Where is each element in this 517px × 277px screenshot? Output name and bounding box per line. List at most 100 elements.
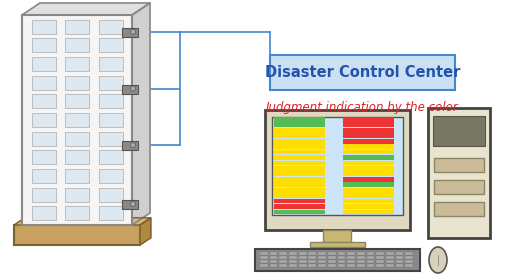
Text: Disaster Control Center: Disaster Control Center: [265, 65, 460, 80]
Bar: [274, 128, 325, 133]
Bar: [65, 188, 89, 202]
Bar: [343, 204, 394, 209]
Bar: [299, 264, 307, 267]
Bar: [318, 260, 326, 263]
Bar: [428, 108, 490, 238]
Bar: [343, 210, 394, 214]
Bar: [323, 230, 351, 242]
Bar: [274, 177, 325, 182]
Bar: [270, 55, 455, 90]
Bar: [343, 182, 394, 187]
Bar: [376, 252, 384, 255]
Polygon shape: [132, 3, 150, 225]
Bar: [274, 188, 325, 193]
Bar: [274, 122, 325, 127]
Bar: [274, 155, 325, 160]
Polygon shape: [22, 3, 150, 15]
Bar: [99, 57, 123, 71]
Bar: [260, 256, 268, 259]
Bar: [99, 38, 123, 52]
Bar: [32, 206, 55, 220]
Bar: [274, 133, 325, 138]
Bar: [343, 117, 394, 122]
Bar: [343, 188, 394, 193]
Bar: [65, 169, 89, 183]
Bar: [343, 193, 394, 198]
Bar: [14, 225, 140, 245]
Bar: [274, 144, 325, 149]
Bar: [328, 252, 336, 255]
Bar: [434, 202, 484, 216]
Bar: [32, 188, 55, 202]
Bar: [65, 132, 89, 146]
Bar: [343, 161, 394, 165]
Bar: [99, 94, 123, 108]
Bar: [289, 264, 297, 267]
Bar: [122, 141, 138, 150]
Bar: [343, 199, 394, 204]
Bar: [376, 256, 384, 259]
Bar: [289, 256, 297, 259]
Bar: [270, 260, 278, 263]
Bar: [405, 260, 413, 263]
Bar: [343, 122, 394, 127]
Bar: [367, 256, 374, 259]
Bar: [357, 264, 364, 267]
Bar: [274, 161, 325, 165]
Bar: [274, 150, 325, 155]
Bar: [274, 199, 325, 204]
Bar: [279, 252, 287, 255]
Bar: [274, 166, 325, 171]
Text: Judgment indication by the color: Judgment indication by the color: [266, 101, 459, 114]
Bar: [65, 206, 89, 220]
Bar: [32, 38, 55, 52]
Bar: [309, 252, 316, 255]
Bar: [99, 20, 123, 34]
Bar: [386, 264, 393, 267]
Bar: [122, 200, 138, 209]
Bar: [65, 113, 89, 127]
Bar: [99, 188, 123, 202]
Bar: [309, 264, 316, 267]
Bar: [405, 256, 413, 259]
Bar: [338, 260, 345, 263]
Bar: [347, 260, 355, 263]
Bar: [434, 158, 484, 172]
Bar: [65, 94, 89, 108]
Bar: [405, 252, 413, 255]
Bar: [65, 57, 89, 71]
Bar: [367, 252, 374, 255]
Bar: [434, 180, 484, 194]
Bar: [260, 260, 268, 263]
Bar: [328, 260, 336, 263]
Bar: [357, 256, 364, 259]
Bar: [279, 264, 287, 267]
Bar: [396, 264, 403, 267]
Circle shape: [130, 143, 135, 148]
Bar: [396, 260, 403, 263]
Bar: [299, 260, 307, 263]
Bar: [338, 256, 345, 259]
Bar: [328, 256, 336, 259]
Bar: [99, 76, 123, 90]
Bar: [299, 252, 307, 255]
Bar: [386, 260, 393, 263]
Bar: [32, 94, 55, 108]
Bar: [405, 264, 413, 267]
Polygon shape: [14, 218, 151, 225]
Bar: [274, 204, 325, 209]
Bar: [318, 256, 326, 259]
Bar: [32, 20, 55, 34]
Bar: [274, 210, 325, 214]
Bar: [99, 132, 123, 146]
Bar: [65, 38, 89, 52]
Bar: [65, 76, 89, 90]
Bar: [347, 256, 355, 259]
Bar: [309, 256, 316, 259]
Bar: [367, 260, 374, 263]
Bar: [265, 110, 410, 230]
Bar: [343, 177, 394, 182]
Bar: [343, 139, 394, 143]
Bar: [338, 252, 345, 255]
Bar: [386, 256, 393, 259]
